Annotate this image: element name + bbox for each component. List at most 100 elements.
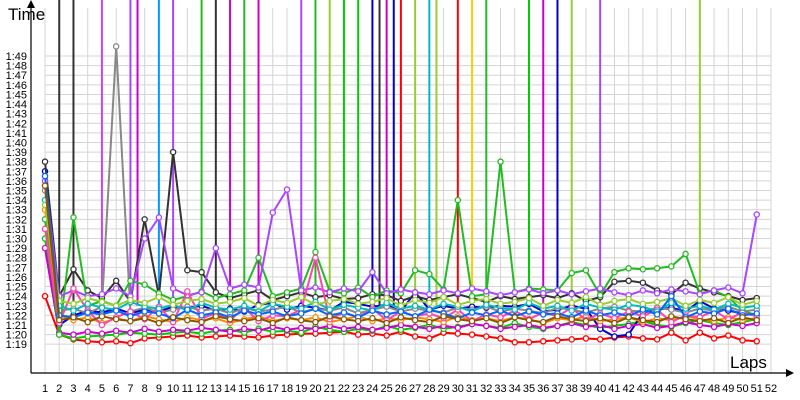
data-point [525,294,533,302]
data-point [611,278,618,285]
data-point [41,158,49,165]
series-8 [41,177,761,300]
data-point [568,269,575,277]
y-tick-label: 1:43 [6,109,27,121]
x-tick-label: 41 [608,383,620,395]
data-point [198,330,205,337]
data-point [653,318,661,326]
data-point [84,318,91,326]
data-point [283,299,291,307]
data-point [198,312,205,319]
data-point [611,309,618,316]
data-point [497,335,504,342]
data-point [326,297,333,305]
data-point [411,316,419,324]
data-point [539,302,547,310]
data-point [397,314,405,321]
chart-axes [27,0,794,377]
data-point [184,316,191,324]
data-point [668,286,675,293]
data-point [710,314,718,322]
data-point [682,288,689,295]
data-point [682,337,689,344]
x-tick-label: 45 [665,383,677,395]
data-point [668,306,675,313]
y-tick-label: 1:37 [6,166,27,178]
x-axis-arrow [786,369,794,377]
x-tick-label: 1 [42,383,48,395]
data-point [326,313,333,320]
tick-labels: 1 2 3 4 5 6 7 8 9 10 11 12 13 14 15 16 17 18 19 20 21 22 23 24 2… [6,51,778,395]
x-tick-label: 50 [736,383,748,395]
data-point [112,338,120,345]
data-point [55,331,63,338]
data-point [539,338,547,345]
data-point [155,293,163,301]
data-point [411,266,419,274]
y-tick-label: 1:27 [6,262,27,274]
data-point [440,300,447,308]
data-point [497,300,504,308]
data-point [725,305,732,312]
data-point [639,300,647,308]
data-point [70,307,77,314]
data-point [269,296,277,304]
data-point [283,186,291,193]
y-tick-label: 1:39 [6,147,27,159]
data-point [625,295,632,303]
data-point [354,294,362,302]
y-tick-label: 1:42 [6,118,27,130]
x-tick-label: 52 [765,383,777,395]
data-point [411,323,419,331]
data-point [725,284,732,291]
x-tick-label: 13 [210,383,222,395]
data-point [312,305,319,312]
data-point [653,290,661,297]
data-point [639,316,647,324]
data-point [582,288,590,295]
x-tick-label: 17 [267,383,279,395]
data-point [255,302,262,310]
series-layer [41,0,761,347]
data-point [454,315,462,323]
y-tick-label: 1:31 [6,224,27,236]
data-point [41,225,49,233]
data-point [70,331,77,338]
y-tick-label: 1:20 [6,330,27,342]
x-tick-label: 10 [167,383,179,395]
series-3 [41,244,761,338]
x-tick-label: 7 [127,383,133,395]
data-point [283,314,291,321]
data-point [141,216,148,223]
x-tick-label: 43 [637,383,649,395]
data-point [582,317,590,325]
y-tick-label: 1:29 [6,243,27,255]
y-tick-label: 1:19 [6,339,27,351]
data-point [226,285,234,292]
data-point [668,292,675,300]
y-tick-label: 1:35 [6,186,27,198]
y-tick-label: 1:49 [6,51,27,63]
data-point [212,294,220,302]
data-point [625,322,632,330]
data-point [725,332,732,339]
data-point [297,324,305,332]
data-point [725,319,732,327]
data-point [241,307,248,314]
data-point [454,196,462,204]
data-point [639,266,647,273]
data-point [596,314,604,322]
x-tick-label: 37 [551,383,563,395]
x-tick-label: 15 [238,383,250,395]
data-point [383,332,390,339]
data-point [169,326,177,334]
data-point [454,301,462,309]
data-point [539,318,547,326]
x-tick-label: 24 [366,383,378,395]
data-point [354,331,362,338]
data-point [696,302,704,310]
x-tick-label: 18 [281,383,293,395]
data-point [653,311,661,318]
data-point [483,301,490,309]
y-tick-label: 1:32 [6,214,27,226]
